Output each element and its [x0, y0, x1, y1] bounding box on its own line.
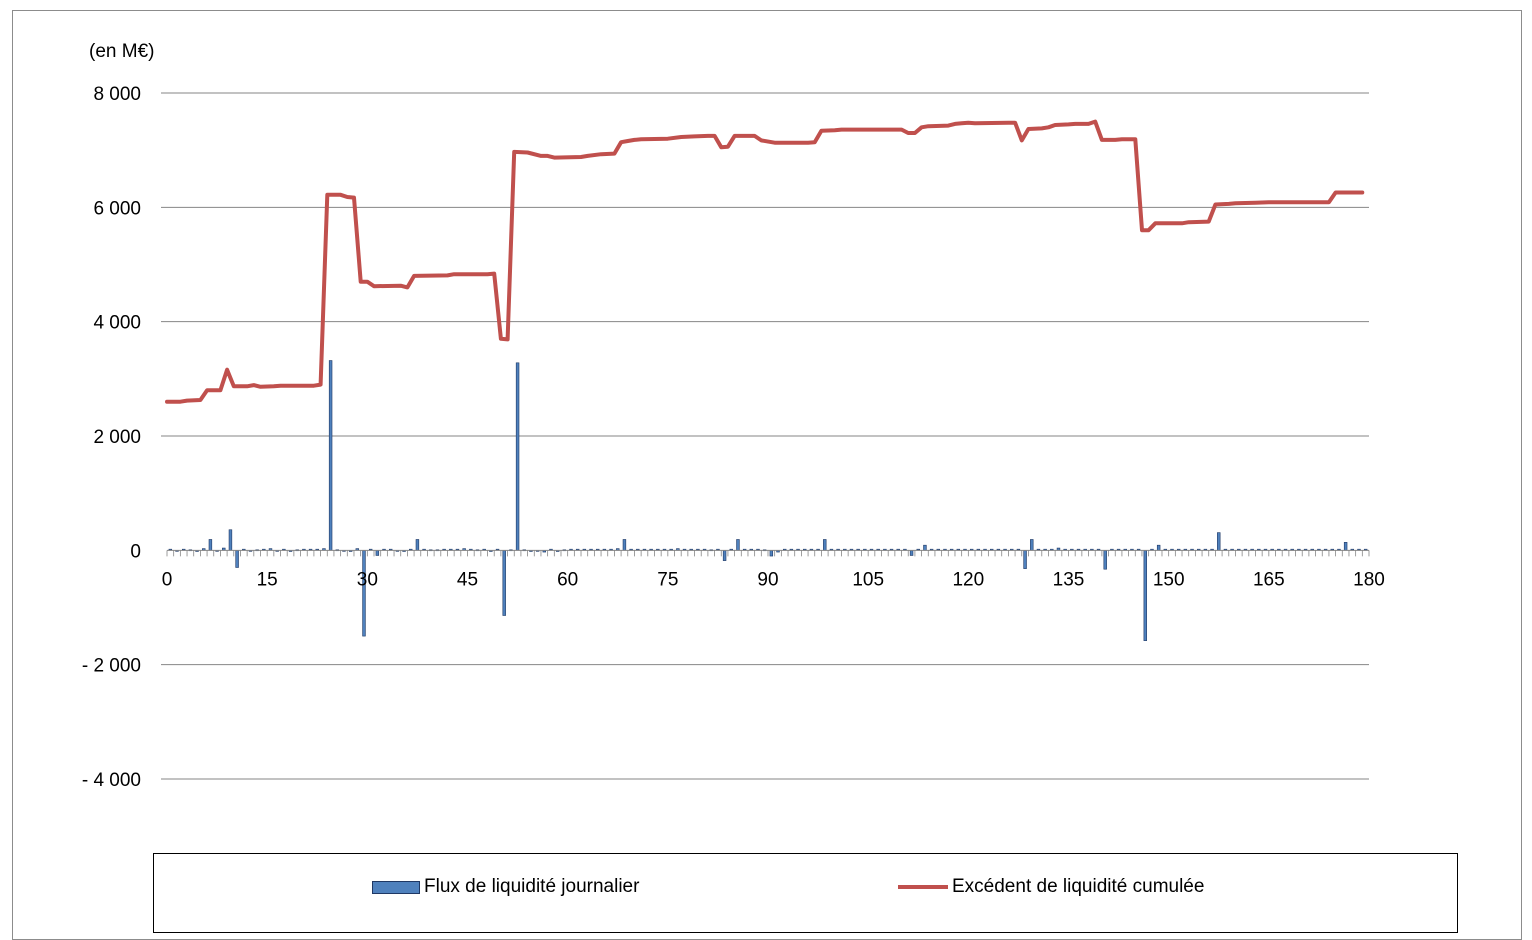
- legend: Flux de liquidité journalier Excédent de…: [153, 853, 1458, 933]
- bar-series: [168, 360, 1368, 641]
- bar: [1023, 550, 1027, 569]
- bar: [769, 550, 774, 557]
- bar: [515, 362, 520, 551]
- x-tick-label: 75: [657, 569, 678, 590]
- x-tick-label: 105: [852, 569, 884, 590]
- bar-legend-swatch: [372, 880, 420, 894]
- x-tick-label: 180: [1353, 569, 1385, 590]
- x-tick-label: 90: [757, 569, 778, 590]
- legend-item-line: Excédent de liquidité cumulée: [898, 876, 1204, 898]
- x-tick-label: 165: [1253, 569, 1285, 590]
- bar: [208, 539, 213, 551]
- bar: [1143, 550, 1147, 641]
- y-tick-label: - 4 000: [82, 770, 141, 791]
- x-tick-label: 45: [457, 569, 478, 590]
- x-tick-label: 135: [1053, 569, 1085, 590]
- bar: [722, 550, 727, 561]
- bar: [622, 539, 627, 551]
- bar: [235, 550, 239, 568]
- bar: [328, 360, 333, 551]
- bar: [1217, 532, 1221, 551]
- x-tick-label: 15: [257, 569, 278, 590]
- y-tick-label: 6 000: [93, 198, 141, 219]
- bar: [1156, 544, 1161, 551]
- bar: [823, 539, 827, 551]
- bar: [923, 544, 927, 551]
- x-tick-label: 0: [162, 569, 173, 590]
- bar: [1030, 539, 1034, 551]
- legend-label-line: Excédent de liquidité cumulée: [952, 876, 1205, 897]
- y-tick-label: 8 000: [93, 84, 141, 105]
- x-axis-labels: 0 15 30 45 60 75 90 105 120 135 150 165 180: [162, 569, 1385, 590]
- line-series: [165, 119, 1365, 404]
- bar: [502, 550, 506, 616]
- y-tick-label: 4 000: [93, 313, 141, 334]
- x-tick-label: 150: [1153, 569, 1185, 590]
- unit-label: (en M€): [89, 41, 154, 62]
- legend-label-bars: Flux de liquidité journalier: [424, 876, 640, 897]
- y-axis-labels: 8 000 6 000 4 000 2 000 0 - 2 000 - 4 000: [82, 84, 141, 791]
- y-tick-label: 0: [130, 541, 141, 562]
- x-tick-label: 60: [557, 569, 578, 590]
- bar: [909, 550, 914, 556]
- x-tick-label: 120: [952, 569, 984, 590]
- bar: [362, 550, 366, 637]
- bar: [375, 550, 380, 556]
- chart-plot: (en M€) 8 000 6 000 4 000 2 000 0 - 2 000 - 4 …: [82, 41, 1385, 791]
- chart-frame: (en M€) 8 000 6 000 4 000 2 000 0 - 2 000 - 4 …: [12, 10, 1522, 940]
- bar: [1103, 550, 1107, 570]
- legend-item-bars: Flux de liquidité journalier: [372, 876, 639, 898]
- gridlines: [161, 92, 1369, 780]
- bar: [736, 539, 740, 551]
- y-tick-label: 2 000: [93, 427, 141, 448]
- y-tick-label: - 2 000: [82, 656, 141, 677]
- bar: [1343, 542, 1348, 551]
- cumulative-excess-line: [165, 119, 1365, 404]
- bar: [415, 539, 420, 551]
- x-tick-label: 30: [357, 569, 378, 590]
- line-legend-swatch: [898, 885, 948, 889]
- x-axis: [166, 549, 1370, 557]
- bar: [228, 529, 233, 551]
